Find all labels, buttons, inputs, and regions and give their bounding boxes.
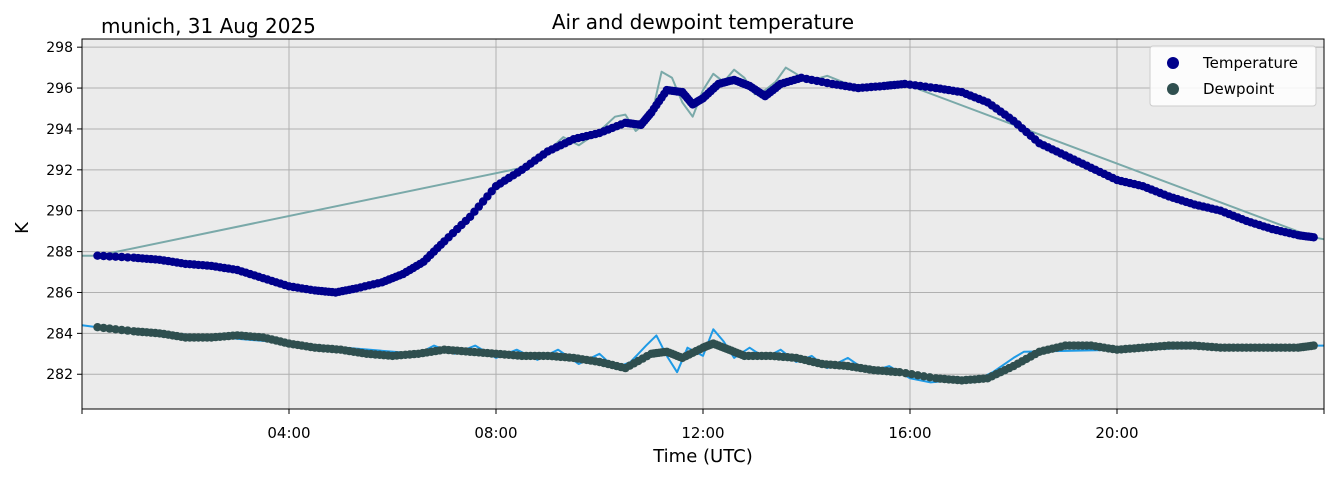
x-axis-label: Time (UTC) — [652, 446, 753, 467]
y-tick-label: 294 — [46, 122, 73, 138]
legend: Temperature Dewpoint — [1149, 45, 1317, 107]
y-tick-label: 288 — [46, 245, 73, 261]
legend-temperature-marker — [1167, 57, 1179, 69]
temperature-point — [93, 251, 102, 260]
legend-dewpoint-marker — [1167, 83, 1179, 95]
x-axis: 04:00 08:00 12:00 16:00 20:00 — [81, 409, 1325, 442]
legend-temperature-label: Temperature — [1202, 54, 1298, 72]
y-axis: 282 284 286 288 290 292 294 296 298 — [46, 40, 82, 383]
temperature-point — [105, 252, 114, 261]
y-tick-label: 296 — [46, 81, 73, 97]
temperature-point — [1309, 233, 1318, 242]
series-markers — [93, 73, 1318, 385]
temperature-point — [117, 252, 126, 262]
dewpoint-point — [93, 323, 102, 332]
y-tick-label: 290 — [46, 204, 73, 220]
x-tick-label: 04:00 — [267, 424, 310, 442]
y-tick-label: 298 — [46, 40, 73, 56]
temperature-point — [123, 253, 132, 262]
x-tick-label: 20:00 — [1095, 424, 1138, 442]
temperature-point — [99, 251, 108, 261]
chart-title: Air and dewpoint temperature — [552, 10, 854, 34]
x-tick-label: 16:00 — [888, 424, 931, 442]
location-label: munich, 31 Aug 2025 — [101, 14, 316, 38]
y-tick-label: 282 — [46, 367, 73, 383]
y-tick-label: 286 — [46, 285, 73, 301]
y-tick-label: 284 — [46, 326, 73, 342]
dewpoint-point — [123, 326, 132, 335]
legend-box — [1149, 45, 1317, 107]
x-tick-label: 08:00 — [474, 424, 517, 442]
y-axis-label: K — [12, 221, 33, 234]
dewpoint-point — [1309, 341, 1318, 350]
y-tick-label: 292 — [46, 163, 73, 179]
dewpoint-point — [111, 325, 120, 334]
temperature-point — [111, 252, 120, 261]
legend-dewpoint-label: Dewpoint — [1203, 80, 1274, 98]
x-tick-label: 12:00 — [681, 424, 724, 442]
